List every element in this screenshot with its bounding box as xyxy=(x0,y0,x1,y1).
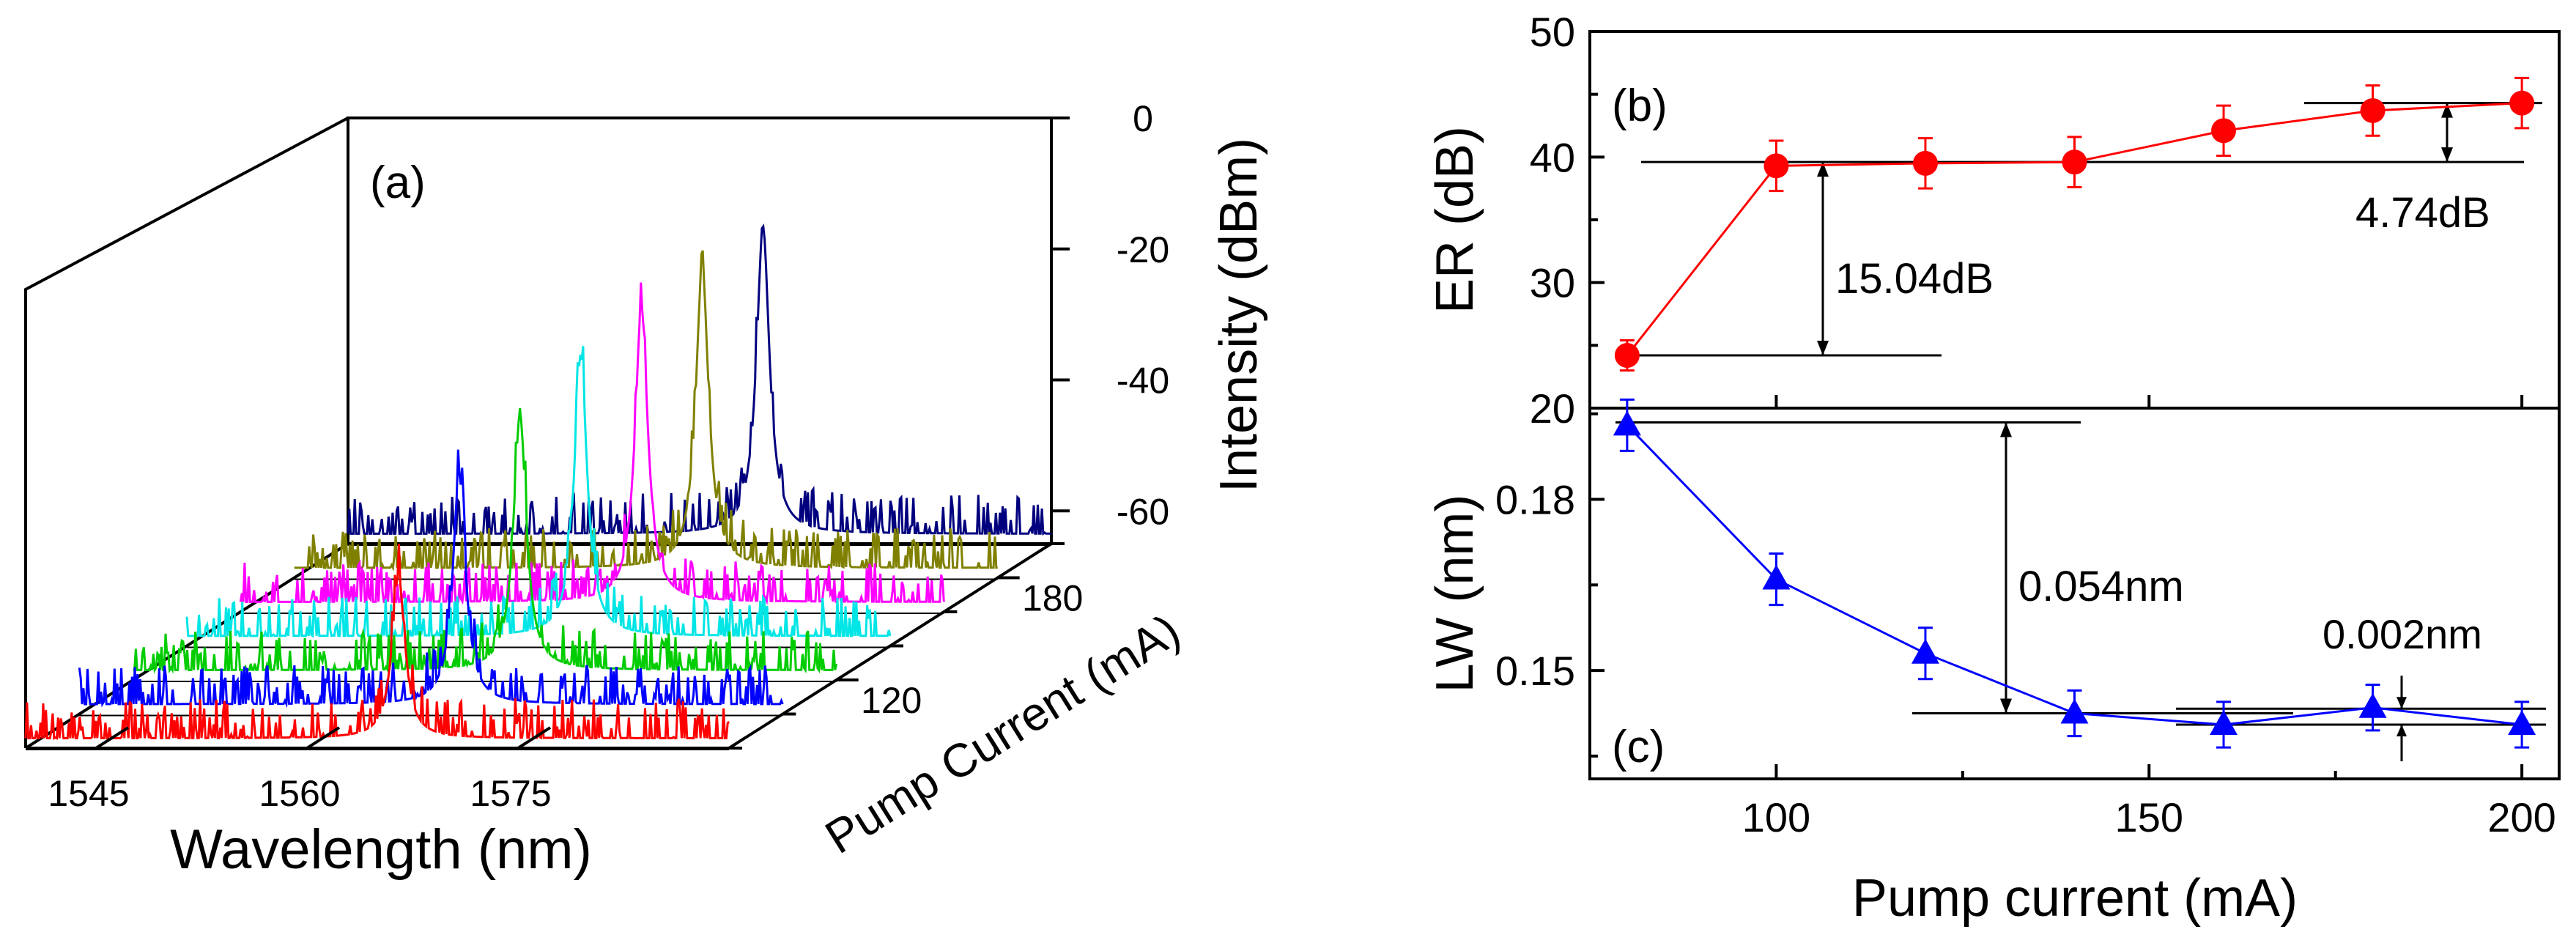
er-point xyxy=(2509,90,2535,116)
panel-label-a: (a) xyxy=(370,158,426,208)
annotation-arrow-c-head xyxy=(2000,698,2012,714)
annotation-label-c: 0.002nm xyxy=(2323,611,2482,657)
annotation-arrow-b-head xyxy=(2441,147,2453,163)
lw-point xyxy=(1762,564,1791,590)
y-tick-label-a: -20 xyxy=(1117,229,1169,270)
er-point xyxy=(1763,153,1789,179)
y-tick-label-a: 0 xyxy=(1133,98,1153,139)
x-axis-label-c: Pump current (mA) xyxy=(1852,869,2298,928)
annotation-arrow-b-head xyxy=(2441,103,2453,118)
x-axis-label-a: Wavelength (nm) xyxy=(170,818,592,881)
annotation-label-c: 0.054nm xyxy=(2018,563,2184,610)
annotation-arrow-c-head xyxy=(2397,725,2407,737)
panel-b: 20 30 40 50 15.04dB 4.74dB xyxy=(1530,9,2542,432)
spectrum-line-80mA xyxy=(24,544,730,740)
y-tick-label-b: 20 xyxy=(1530,385,1575,432)
spectrum-line-160mA xyxy=(239,282,945,605)
y-tick-label-b: 40 xyxy=(1530,134,1575,180)
er-point xyxy=(2062,149,2087,175)
x-tick-label-c: 100 xyxy=(1742,794,1810,840)
spectrum-line-180mA xyxy=(294,250,998,572)
y-tick-label-c: 0.18 xyxy=(1495,477,1575,523)
lw-point xyxy=(2210,710,2238,736)
annotation-arrow-b-head xyxy=(1817,162,1829,177)
lw-point xyxy=(2060,698,2089,724)
annotation-label-b: 15.04dB xyxy=(1835,255,1994,303)
x-tick-label-a: 1560 xyxy=(259,773,340,814)
x-tick-label-c: 200 xyxy=(2487,794,2555,840)
y-tick-label-b: 50 xyxy=(1530,9,1575,55)
x-tick-label-c: 150 xyxy=(2115,794,2183,840)
z-axis-label-a: Pump Current (mA) xyxy=(816,604,1189,864)
panel-label-b: (b) xyxy=(1612,81,1668,131)
er-point xyxy=(1614,343,1640,369)
annotation-label-b: 4.74dB xyxy=(2355,189,2490,237)
er-point xyxy=(2211,118,2237,144)
lw-point xyxy=(1613,410,1641,436)
annotation-arrow-c-head xyxy=(2000,422,2012,437)
panel-label-c: (c) xyxy=(1612,722,1665,772)
er-point xyxy=(2360,97,2386,123)
er-point xyxy=(1912,150,1938,176)
x-tick-a xyxy=(517,726,552,750)
spectra-group xyxy=(24,223,1051,750)
y-axis-label-c: LW (nm) xyxy=(1426,495,1484,693)
x-tick-label-a: 1575 xyxy=(470,773,551,814)
annotation-arrow-c-head xyxy=(2397,697,2407,709)
back-wall xyxy=(347,117,1053,545)
z-tick-label-a: 120 xyxy=(861,680,922,721)
floor-edge-left xyxy=(24,542,349,750)
lw-point xyxy=(1911,638,1939,664)
ticks-panel-a: 1545 1560 1575 0 -20 -40 -60 120 180 xyxy=(48,98,1169,814)
side-wall xyxy=(24,117,349,748)
frame-bc xyxy=(1588,30,2561,780)
lw-point xyxy=(2508,710,2536,736)
y-axis-label-a: Intensity (dBm) xyxy=(1210,138,1268,492)
panel-a: 1545 1560 1575 0 -20 -40 -60 120 180 (a) Wavelen… xyxy=(24,98,1268,881)
lw-point xyxy=(2358,692,2387,718)
x-tick-a xyxy=(95,726,130,750)
z-tick-label-a: 180 xyxy=(1022,578,1083,619)
spectrum-line-120mA xyxy=(133,407,838,674)
annotation-arrow-b-head xyxy=(1817,341,1829,356)
x-tick-label-a: 1545 xyxy=(48,773,129,814)
spectrum-line-100mA xyxy=(78,449,784,709)
spectrum-line-140mA xyxy=(185,346,892,640)
y-tick-label-c: 0.15 xyxy=(1495,648,1575,694)
y-tick-label-b: 30 xyxy=(1530,260,1575,306)
y-axis-label-b: ER (dB) xyxy=(1426,126,1484,314)
x-tick-a xyxy=(306,726,341,750)
panel-c: 0.15 0.18 100 150 200 0.054nm 0.002nm xyxy=(1495,398,2556,840)
y-tick-label-a: -60 xyxy=(1117,491,1169,532)
y-tick-label-a: -40 xyxy=(1117,360,1169,402)
